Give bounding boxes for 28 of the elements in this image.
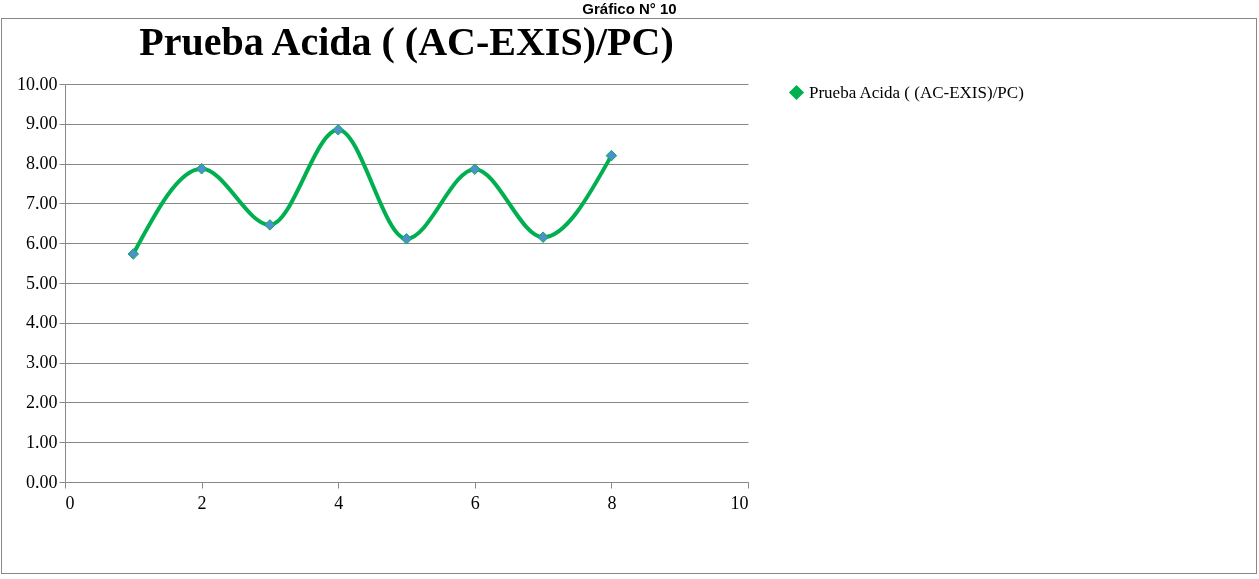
y-tick-label: 8.00	[26, 153, 58, 174]
x-tick-label: 2	[197, 492, 207, 513]
point	[605, 149, 618, 162]
text: Gráfico N° 10	[581, 0, 678, 18]
y-tick-label: 5.00	[26, 272, 58, 293]
point	[127, 248, 140, 260]
x-tick-label: 10	[730, 492, 749, 513]
point	[332, 124, 344, 136]
y-tick-label: 9.00	[26, 113, 58, 134]
x-tick-label: 4	[334, 492, 344, 513]
y-tick-label: 1.00	[26, 431, 58, 452]
point	[264, 219, 276, 231]
x-tick-label: 8	[607, 492, 617, 513]
x-tick-label: 0	[65, 492, 75, 513]
y-tick-label: 7.00	[26, 192, 58, 213]
y-tick-label: 6.00	[26, 232, 58, 253]
legend-label: Prueba Acida ( (AC-EXIS)/PC)	[809, 82, 1024, 102]
point	[400, 233, 413, 245]
y-tick-label: 3.00	[26, 352, 58, 373]
point	[537, 231, 549, 243]
x-tick-label: 6	[470, 492, 480, 513]
point	[195, 163, 208, 175]
y-tick-label: 4.00	[26, 312, 58, 333]
y-tick-label: 2.00	[26, 391, 58, 412]
y-tick-label: 10.00	[17, 73, 58, 94]
chart-title: Prueba Acida ( (AC-EXIS)/PC)	[139, 19, 674, 64]
point	[469, 163, 481, 175]
y-tick-label: 0.00	[26, 471, 58, 492]
